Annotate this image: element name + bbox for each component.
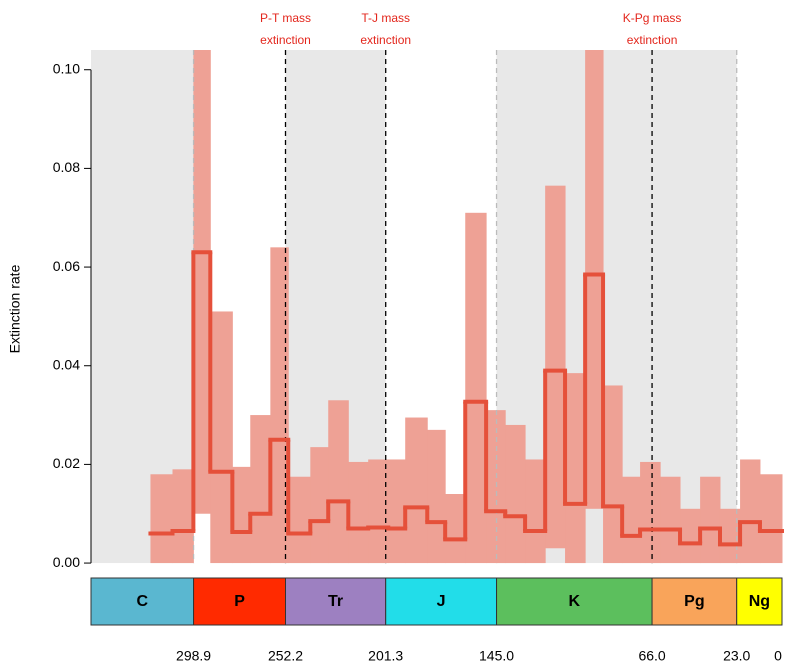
period-label: Tr xyxy=(328,593,343,610)
x-tick-label: 23.0 xyxy=(723,648,750,664)
period-label: P xyxy=(234,593,245,610)
annotation: extinction xyxy=(260,33,311,47)
uncertainty-band xyxy=(250,415,271,564)
uncertainty-band xyxy=(310,447,329,564)
uncertainty-band xyxy=(427,429,446,564)
x-tick-label: 298.9 xyxy=(176,648,211,664)
period-box xyxy=(193,577,287,626)
uncertainty-band xyxy=(603,385,623,564)
x-tick-label: 252.2 xyxy=(268,648,303,664)
x-tick-label: 66.0 xyxy=(638,648,665,664)
period-label: J xyxy=(437,593,446,610)
uncertainty-band xyxy=(150,474,174,564)
annotation: P-T mass xyxy=(260,11,311,25)
period-box xyxy=(496,577,653,626)
uncertainty-band xyxy=(680,508,701,564)
uncertainty-band xyxy=(622,476,641,564)
uncertainty-band xyxy=(545,185,566,549)
uncertainty-band xyxy=(193,50,211,514)
period-box xyxy=(651,577,738,626)
uncertainty-band xyxy=(348,461,369,564)
period-label: Pg xyxy=(684,593,704,610)
x-tick-label: 145.0 xyxy=(479,648,514,664)
y-tick-label: 0.00 xyxy=(53,554,80,570)
period-label: K xyxy=(569,593,581,610)
uncertainty-band xyxy=(232,466,251,564)
y-tick-label: 0.06 xyxy=(53,258,80,274)
annotation: T-J mass xyxy=(361,11,410,25)
y-tick-label: 0.10 xyxy=(53,60,80,76)
uncertainty-band xyxy=(288,476,311,564)
x-tick-label: 0 xyxy=(774,648,782,664)
y-tick-label: 0.04 xyxy=(53,356,80,372)
period-box xyxy=(385,577,498,626)
uncertainty-band xyxy=(660,476,681,564)
uncertainty-band xyxy=(585,50,604,509)
uncertainty-band xyxy=(640,461,661,564)
annotation: extinction xyxy=(360,33,411,47)
period-label: Ng xyxy=(749,593,770,610)
annotation: extinction xyxy=(627,33,678,47)
x-tick-label: 201.3 xyxy=(368,648,403,664)
uncertainty-band xyxy=(388,459,406,564)
uncertainty-band xyxy=(565,373,586,564)
uncertainty-band xyxy=(505,424,526,564)
uncertainty-band xyxy=(525,459,546,564)
uncertainty-band xyxy=(759,474,783,564)
uncertainty-band xyxy=(368,459,389,564)
y-axis-label: Extinction rate xyxy=(7,264,23,353)
y-tick-label: 0.02 xyxy=(53,455,80,471)
uncertainty-band xyxy=(270,247,289,564)
period-box xyxy=(736,577,783,626)
uncertainty-band xyxy=(740,459,761,564)
uncertainty-band xyxy=(719,508,741,564)
uncertainty-band xyxy=(445,494,466,564)
uncertainty-band xyxy=(328,400,349,564)
uncertainty-band xyxy=(405,417,428,564)
period-box xyxy=(285,577,387,626)
uncertainty-band xyxy=(172,469,194,564)
uncertainty-band xyxy=(210,311,233,564)
uncertainty-band xyxy=(465,212,487,564)
period-label: C xyxy=(137,593,149,610)
uncertainty-band xyxy=(700,476,721,564)
annotation: K-Pg mass xyxy=(623,11,682,25)
y-tick-label: 0.08 xyxy=(53,159,80,175)
